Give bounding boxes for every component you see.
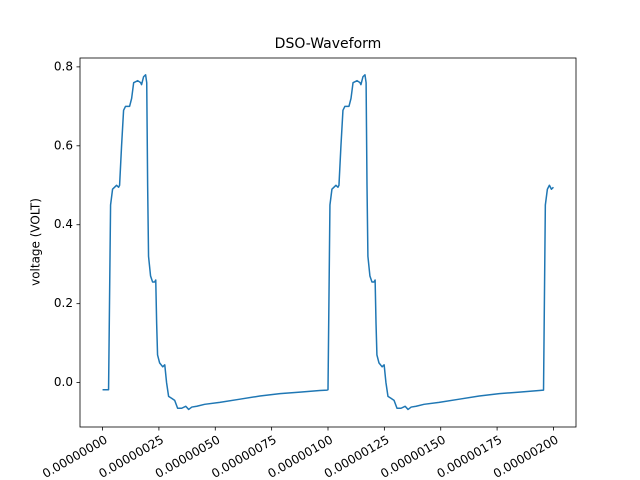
y-tick-label: 0.2 — [54, 296, 73, 310]
waveform-line — [102, 74, 554, 411]
y-axis-label: voltage (VOLT) — [29, 198, 43, 286]
y-tick-label: 0.8 — [54, 59, 73, 73]
y-tick-label: 0.4 — [54, 217, 73, 231]
chart-title: DSO-Waveform — [275, 36, 382, 52]
y-tick-label: 0.0 — [54, 375, 73, 389]
y-tick-label: 0.6 — [54, 138, 73, 152]
plot-frame — [79, 57, 577, 428]
